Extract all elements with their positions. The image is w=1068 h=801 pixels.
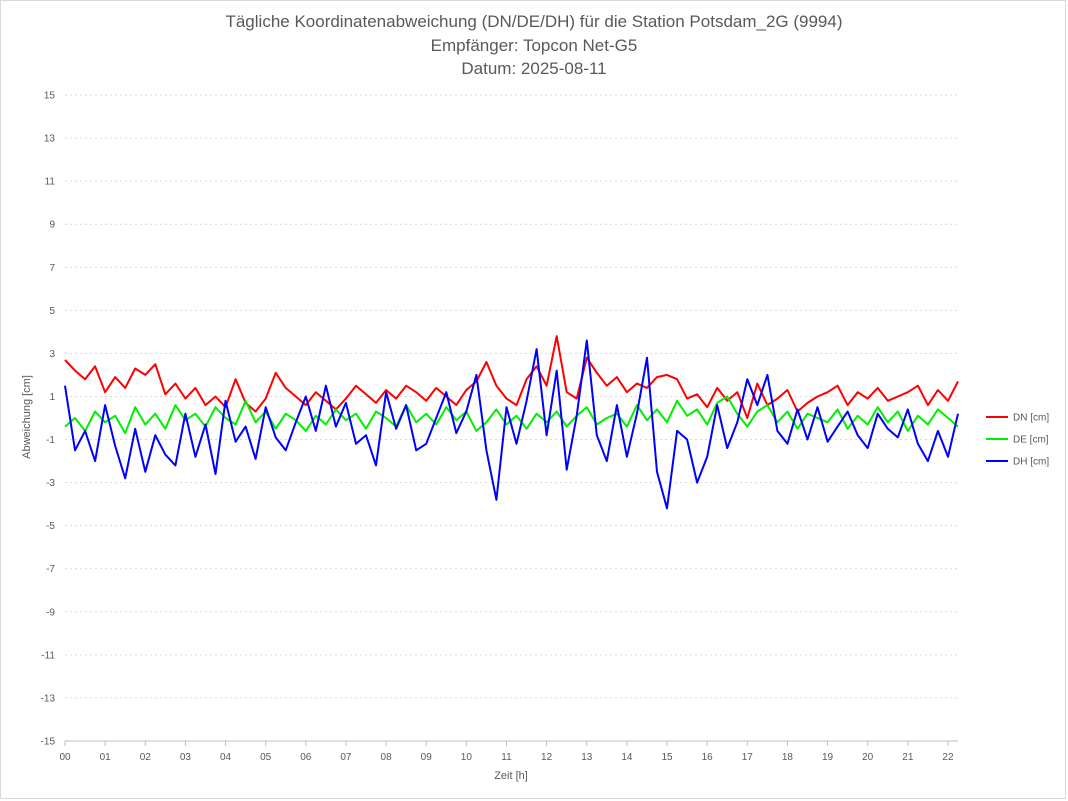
x-tick-label: 00 <box>59 752 71 763</box>
y-tick-label: -5 <box>46 521 55 532</box>
series-line-dn <box>64 335 959 419</box>
legend-label: DN [cm] <box>1013 413 1049 424</box>
y-tick-labels: 15 13 11 9 7 5 3 1 -1 -3 -5 -7 -9 -11 -13 -15 <box>41 91 56 748</box>
chart-title: Tägliche Koordinatenabweichung (DN/DE/DH… <box>225 12 843 31</box>
y-tick-label: 3 <box>49 349 55 360</box>
x-tick-label: 19 <box>822 752 834 763</box>
x-tick-label: 18 <box>782 752 794 763</box>
x-tick-label: 03 <box>180 752 192 763</box>
chart-subtitle-date: Datum: 2025-08-11 <box>461 59 607 78</box>
y-tick-label: 7 <box>49 263 55 274</box>
y-tick-label: 11 <box>45 177 56 188</box>
y-tick-label: 5 <box>49 306 55 317</box>
x-tick-label: 01 <box>100 752 112 763</box>
x-tick-label: 12 <box>541 752 553 763</box>
chart-subtitle-receiver: Empfänger: Topcon Net-G5 <box>430 36 638 55</box>
x-tick-label: 22 <box>942 752 954 763</box>
x-axis-title: Zeit [h] <box>494 770 528 782</box>
gridlines <box>64 94 958 746</box>
x-tick-label: 04 <box>220 752 232 763</box>
legend-label: DE [cm] <box>1013 435 1049 446</box>
y-tick-label: 13 <box>44 134 56 145</box>
x-tick-label: 02 <box>140 752 152 763</box>
x-tick-label: 09 <box>421 752 433 763</box>
x-tick-label: 20 <box>862 752 874 763</box>
y-tick-label: -7 <box>46 564 55 575</box>
legend: DN [cm] DE [cm] DH [cm] <box>986 413 1049 468</box>
y-tick-label: -13 <box>41 693 56 704</box>
x-tick-label: 11 <box>501 752 512 763</box>
x-tick-label: 13 <box>581 752 593 763</box>
y-tick-label: -11 <box>41 650 55 661</box>
series-line-de <box>64 395 959 435</box>
series-line-dh <box>64 339 959 510</box>
y-tick-label: 9 <box>49 220 55 231</box>
y-tick-label: -1 <box>46 435 55 446</box>
x-tick-label: 05 <box>260 752 272 763</box>
x-tick-label: 08 <box>381 752 393 763</box>
x-tick-label: 21 <box>902 752 914 763</box>
x-tick-label: 07 <box>340 752 352 763</box>
x-tick-label: 17 <box>742 752 754 763</box>
x-tick-label: 15 <box>661 752 673 763</box>
y-axis-title: Abweichung [cm] <box>21 375 33 459</box>
y-tick-label: -15 <box>41 737 56 748</box>
y-tick-label: 15 <box>44 91 56 102</box>
x-tick-label: 10 <box>461 752 473 763</box>
x-tick-label: 06 <box>300 752 312 763</box>
x-tick-label: 16 <box>702 752 714 763</box>
x-tick-label: 14 <box>621 752 633 763</box>
x-tick-labels: 00 01 02 03 04 05 06 07 08 09 10 11 12 13 14 15 16 17 18 19… <box>59 752 954 763</box>
y-tick-label: 1 <box>49 392 55 403</box>
y-tick-label: -3 <box>46 478 55 489</box>
series-lines <box>64 335 959 510</box>
legend-label: DH [cm] <box>1013 457 1049 468</box>
y-tick-label: -9 <box>46 607 55 618</box>
